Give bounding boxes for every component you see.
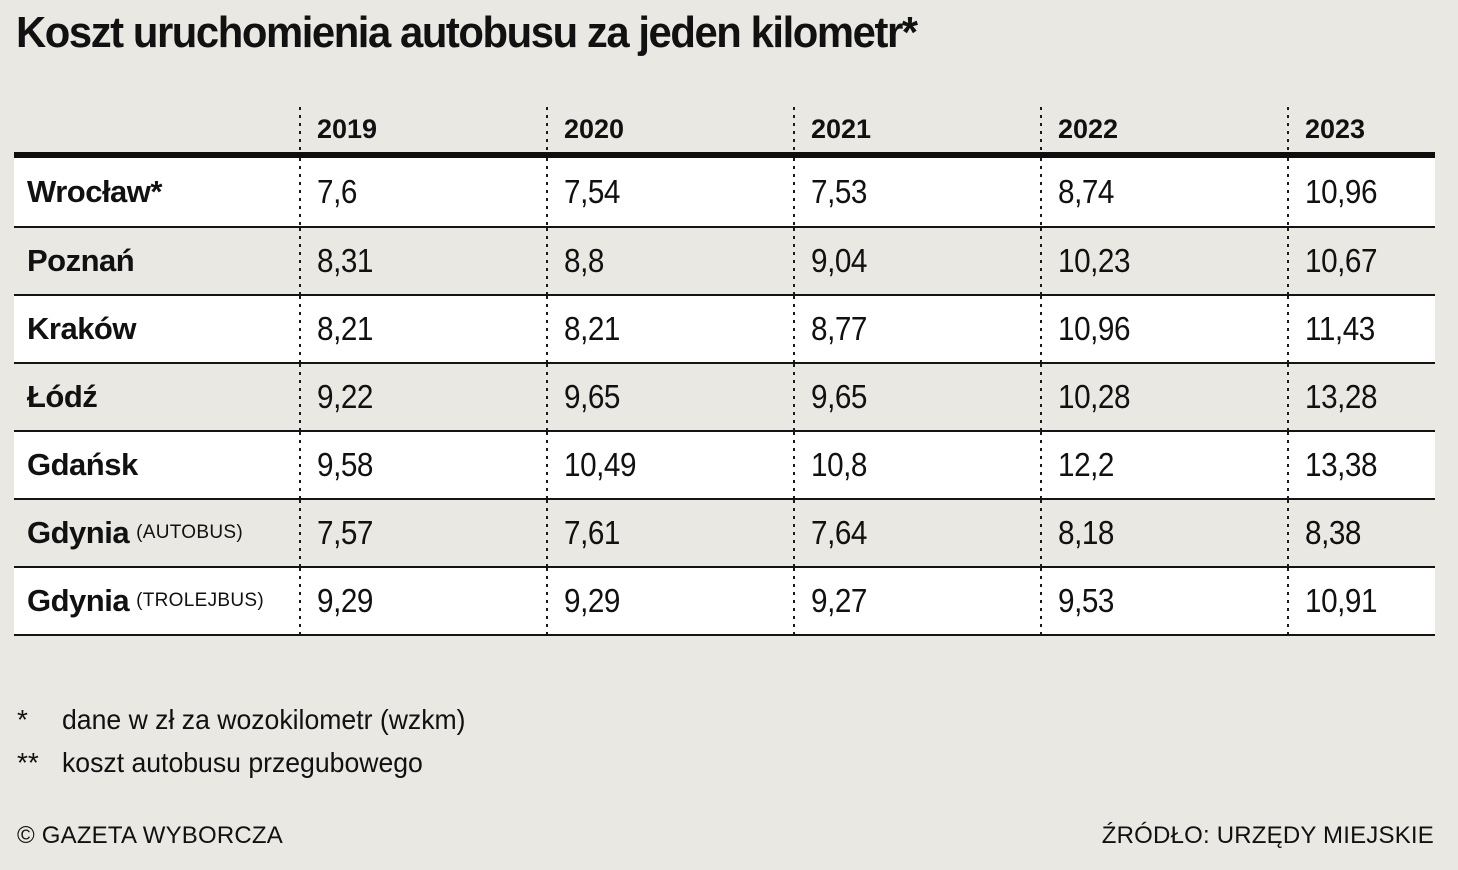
city-cell: Gdynia (AUTOBUS)	[14, 500, 299, 566]
footer: © GAZETA WYBORCZA ŹRÓDŁO: URZĘDY MIEJSKI…	[17, 822, 1434, 850]
cell-value: 7,6	[299, 158, 546, 226]
city-suffix: (AUTOBUS)	[136, 522, 243, 543]
footnote-2: ** koszt autobusu przegubowego	[17, 741, 487, 784]
cell-value: 8,18	[1040, 500, 1287, 566]
city-cell: Łódź	[14, 364, 299, 430]
source-label: ŹRÓDŁO: URZĘDY MIEJSKIE	[1101, 822, 1434, 849]
city-name: Poznań	[27, 243, 135, 278]
cell-value: 8,8	[546, 228, 793, 294]
city-suffix: (TROLEJBUS)	[136, 590, 264, 611]
table-row-lodz: Łódź 9,22 9,65 9,65 10,28 13,28	[14, 362, 1435, 430]
footnote-marker: *	[17, 704, 28, 735]
city-name: Wrocław*	[27, 174, 162, 209]
cell-value: 10,67	[1287, 228, 1435, 294]
cell-value: 9,53	[1040, 568, 1287, 634]
year-header-2019: 2019	[299, 107, 546, 152]
city-cell: Wrocław*	[14, 158, 299, 226]
cell-value: 9,65	[793, 364, 1040, 430]
table-row-gdansk: Gdańsk 9,58 10,49 10,8 12,2 13,38	[14, 430, 1435, 498]
cell-value: 8,38	[1287, 500, 1435, 566]
cell-value: 10,91	[1287, 568, 1435, 634]
cell-value: 13,28	[1287, 364, 1435, 430]
city-name: Gdynia	[27, 515, 130, 550]
footnote-marker: **	[17, 747, 39, 778]
cell-value: 10,28	[1040, 364, 1287, 430]
city-name: Łódź	[27, 379, 98, 414]
cell-value: 12,2	[1040, 432, 1287, 498]
table-row-wroclaw: Wrocław* 7,6 7,54 7,53 8,74 10,96	[14, 158, 1435, 226]
cell-value: 7,54	[546, 158, 793, 226]
city-cell: Kraków	[14, 296, 299, 362]
cost-table: 2019 2020 2021 2022 2023 Wrocław* 7,6 7,…	[14, 107, 1435, 636]
cell-value: 9,04	[793, 228, 1040, 294]
cell-value: 9,29	[299, 568, 546, 634]
cell-value: 10,96	[1287, 158, 1435, 226]
city-name: Gdynia	[27, 583, 130, 618]
copyright-label: © GAZETA WYBORCZA	[17, 822, 283, 849]
year-header-2021: 2021	[793, 107, 1040, 152]
year-header-2020: 2020	[546, 107, 793, 152]
cell-value: 7,61	[546, 500, 793, 566]
cell-value: 7,53	[793, 158, 1040, 226]
table-header-row: 2019 2020 2021 2022 2023	[14, 107, 1435, 158]
cell-value: 9,65	[546, 364, 793, 430]
cell-value: 13,38	[1287, 432, 1435, 498]
year-header-2023: 2023	[1287, 107, 1435, 152]
cell-value: 8,31	[299, 228, 546, 294]
cell-value: 10,23	[1040, 228, 1287, 294]
cell-value: 9,22	[299, 364, 546, 430]
year-header-2022: 2022	[1040, 107, 1287, 152]
city-cell: Gdańsk	[14, 432, 299, 498]
cell-value: 9,27	[793, 568, 1040, 634]
cell-value: 8,21	[546, 296, 793, 362]
footnote-text: dane w zł za wozokilometr (wzkm)	[62, 704, 466, 735]
city-name: Kraków	[27, 311, 136, 346]
cell-value: 7,57	[299, 500, 546, 566]
table-row-gdynia-trolejbus: Gdynia (TROLEJBUS) 9,29 9,29 9,27 9,53 10…	[14, 566, 1435, 634]
city-cell: Poznań	[14, 228, 299, 294]
city-name: Gdańsk	[27, 447, 138, 482]
table-row-poznan: Poznań 8,31 8,8 9,04 10,23 10,67	[14, 226, 1435, 294]
table-row-gdynia-autobus: Gdynia (AUTOBUS) 7,57 7,61 7,64 8,18 8,38	[14, 498, 1435, 566]
cell-value: 8,74	[1040, 158, 1287, 226]
table-body: Wrocław* 7,6 7,54 7,53 8,74 10,96 Poznań…	[14, 158, 1435, 636]
cell-value: 10,96	[1040, 296, 1287, 362]
cell-value: 10,8	[793, 432, 1040, 498]
cell-value: 8,21	[299, 296, 546, 362]
cell-value: 10,49	[546, 432, 793, 498]
cell-value: 8,77	[793, 296, 1040, 362]
cell-value: 11,43	[1287, 296, 1435, 362]
cell-value: 9,58	[299, 432, 546, 498]
city-cell: Gdynia (TROLEJBUS)	[14, 568, 299, 634]
table-row-krakow: Kraków 8,21 8,21 8,77 10,96 11,43	[14, 294, 1435, 362]
header-city-cell	[14, 107, 299, 152]
cell-value: 7,64	[793, 500, 1040, 566]
cell-value: 9,29	[546, 568, 793, 634]
footnote-text: koszt autobusu przegubowego	[62, 747, 423, 778]
footnote-1: * dane w zł za wozokilometr (wzkm)	[17, 698, 487, 741]
page-title: Koszt uruchomienia autobusu za jeden kil…	[16, 8, 918, 57]
footnotes: * dane w zł za wozokilometr (wzkm) ** ko…	[17, 698, 487, 784]
